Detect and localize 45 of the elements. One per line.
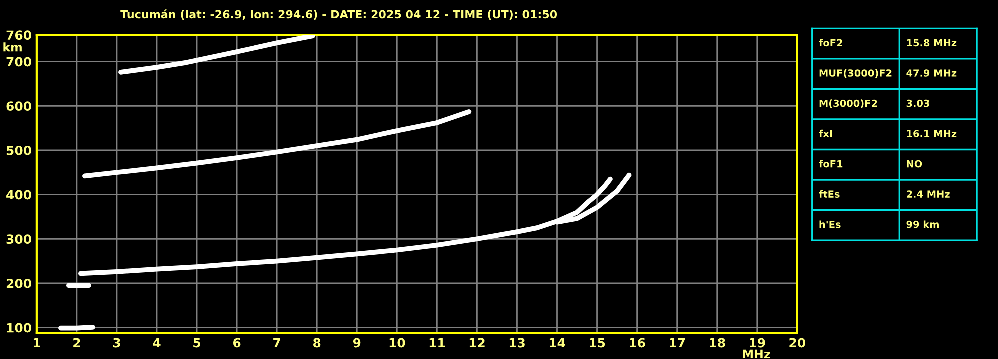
category-label: foF1 [819,160,843,168]
category-label: M(3000)F2 [820,100,878,108]
x-tick-label: 6 [233,338,241,348]
category-label: ftEs [819,190,840,198]
x-tick-label: 13 [510,338,525,348]
category-label: MUF(3000)F2 [820,69,892,78]
x-tick-label: 3 [113,338,120,348]
y-tick-label: 300 [6,234,32,244]
category-label: fxI [819,130,832,138]
x-tick-label: 15 [590,338,606,348]
text: 15.8 MHz [907,39,957,47]
chart-title: Tucumán (lat: -26.9, lon: 294.6) - DATE: 2025 04 12 - TIME (UT): 01:50 [120,10,558,20]
x-tick-label: 20 [790,338,806,348]
x-tick-label: 9 [353,338,361,348]
y-tick-label: 400 [6,190,32,200]
y-tick-label: 700 [6,57,32,67]
y-tick-label: 200 [6,278,32,288]
y-tick-label: 100 [7,323,32,333]
x-tick-label: 16 [630,338,646,348]
x-tick-label: 17 [670,338,686,348]
y-axis-title: km [4,42,22,52]
x-tick-label: 2 [74,338,80,348]
y-tick-label: 600 [6,102,32,112]
x-tick-label: 5 [194,338,200,348]
text: 47.9 MHz [906,70,957,77]
x-tick-label: 14 [550,338,566,348]
x-tick-label: 12 [470,338,485,348]
x-tick-label: 4 [153,338,161,348]
x-tick-label: 19 [750,338,766,348]
text: 16.1 MHz [907,130,957,138]
text: 3.03 [906,100,930,108]
x-tick-label: 11 [430,338,446,348]
x-tick-label: 8 [314,338,321,348]
category-label: foF2 [819,39,842,47]
x-axis-title: MHz [743,350,770,359]
category-label: h'Es [820,220,841,228]
text: 99 km [906,220,939,228]
y-tick-label: 760 [6,30,32,40]
x-tick-label: 1 [34,338,40,348]
x-tick-label: 18 [710,338,726,348]
x-tick-label: 7 [274,338,280,348]
y-tick-label: 500 [6,146,32,156]
text: 2.4 MHz [907,190,950,198]
text: NO [907,160,922,168]
x-tick-label: 10 [390,338,406,348]
